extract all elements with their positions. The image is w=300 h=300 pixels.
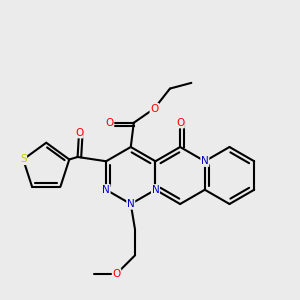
Text: N: N [152,185,159,195]
Text: N: N [102,185,110,195]
Text: O: O [150,103,158,113]
Text: O: O [75,128,83,138]
Text: N: N [201,156,209,166]
Text: O: O [112,269,121,279]
Text: O: O [176,118,184,128]
Text: N: N [127,199,135,209]
Text: S: S [20,154,26,164]
Text: O: O [105,118,114,128]
